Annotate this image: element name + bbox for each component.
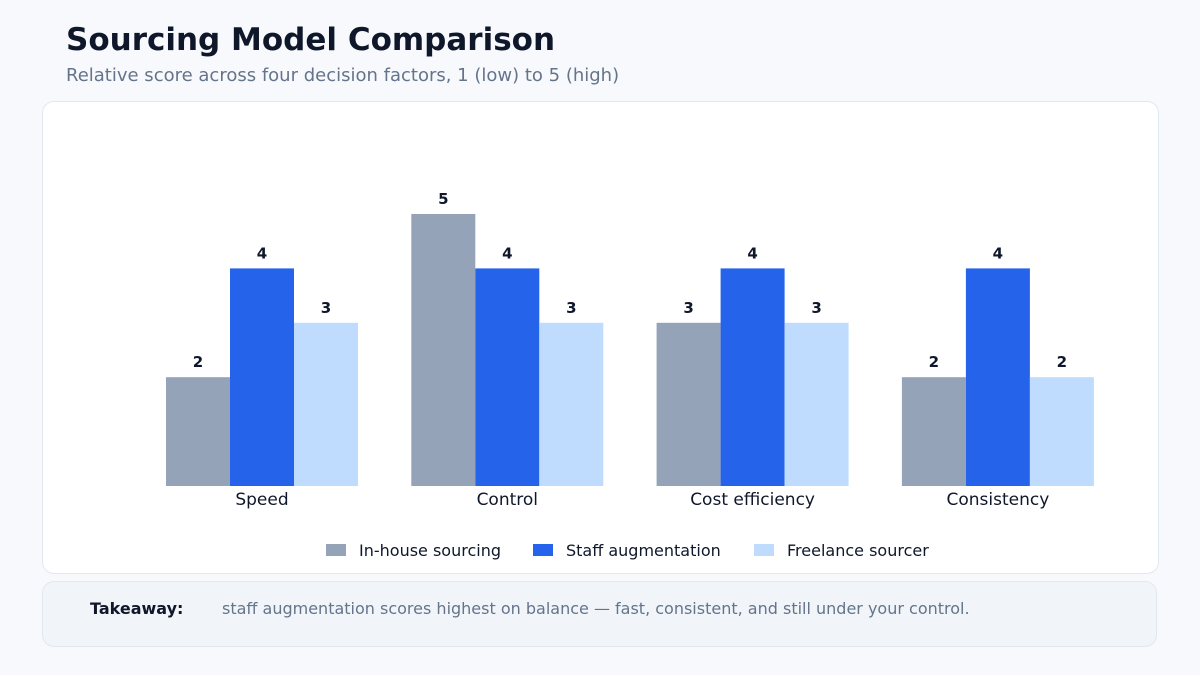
legend-label-2: Freelance sourcer (787, 541, 929, 560)
category-label-0: Speed (235, 490, 288, 510)
page-title: Sourcing Model Comparison (66, 22, 556, 58)
bar-1-0 (411, 214, 476, 486)
data-label-3-0: 2 (929, 353, 939, 371)
category-label-1: Control (477, 490, 538, 510)
data-label-2-1: 4 (747, 244, 757, 262)
bar-3-0 (901, 377, 966, 486)
data-label-0-0: 2 (193, 353, 203, 371)
legend-label-0: In-house sourcing (359, 541, 501, 560)
bar-3-1 (965, 268, 1030, 486)
bar-3-2 (1029, 377, 1094, 486)
data-label-3-1: 4 (993, 244, 1003, 262)
legend-swatch-0 (326, 544, 346, 556)
data-label-1-2: 3 (566, 299, 576, 317)
data-label-0-1: 4 (257, 244, 267, 262)
data-label-1-1: 4 (502, 244, 512, 262)
takeaway-label: Takeaway: (90, 599, 184, 618)
takeaway-panel: Takeaway: staff augmentation scores high… (42, 581, 1157, 647)
legend-swatch-2 (754, 544, 774, 556)
data-label-3-2: 2 (1057, 353, 1067, 371)
data-label-2-0: 3 (683, 299, 693, 317)
data-label-2-2: 3 (811, 299, 821, 317)
legend-swatch-1 (533, 544, 553, 556)
page-subtitle: Relative score across four decision fact… (66, 65, 620, 86)
bar-1-1 (475, 268, 540, 486)
bar-2-1 (720, 268, 785, 486)
bar-2-2 (784, 322, 849, 486)
bar-2-0 (656, 322, 721, 486)
bar-1-2 (539, 322, 604, 486)
bar-0-2 (294, 322, 358, 486)
bar-0-0 (166, 377, 230, 486)
data-label-1-0: 5 (438, 190, 448, 208)
bar-0-1 (230, 268, 294, 486)
category-label-3: Consistency (947, 490, 1050, 510)
legend-label-1: Staff augmentation (566, 541, 721, 560)
category-label-2: Cost efficiency (690, 490, 815, 510)
data-label-0-2: 3 (321, 299, 331, 317)
takeaway-text: staff augmentation scores highest on bal… (222, 599, 970, 618)
